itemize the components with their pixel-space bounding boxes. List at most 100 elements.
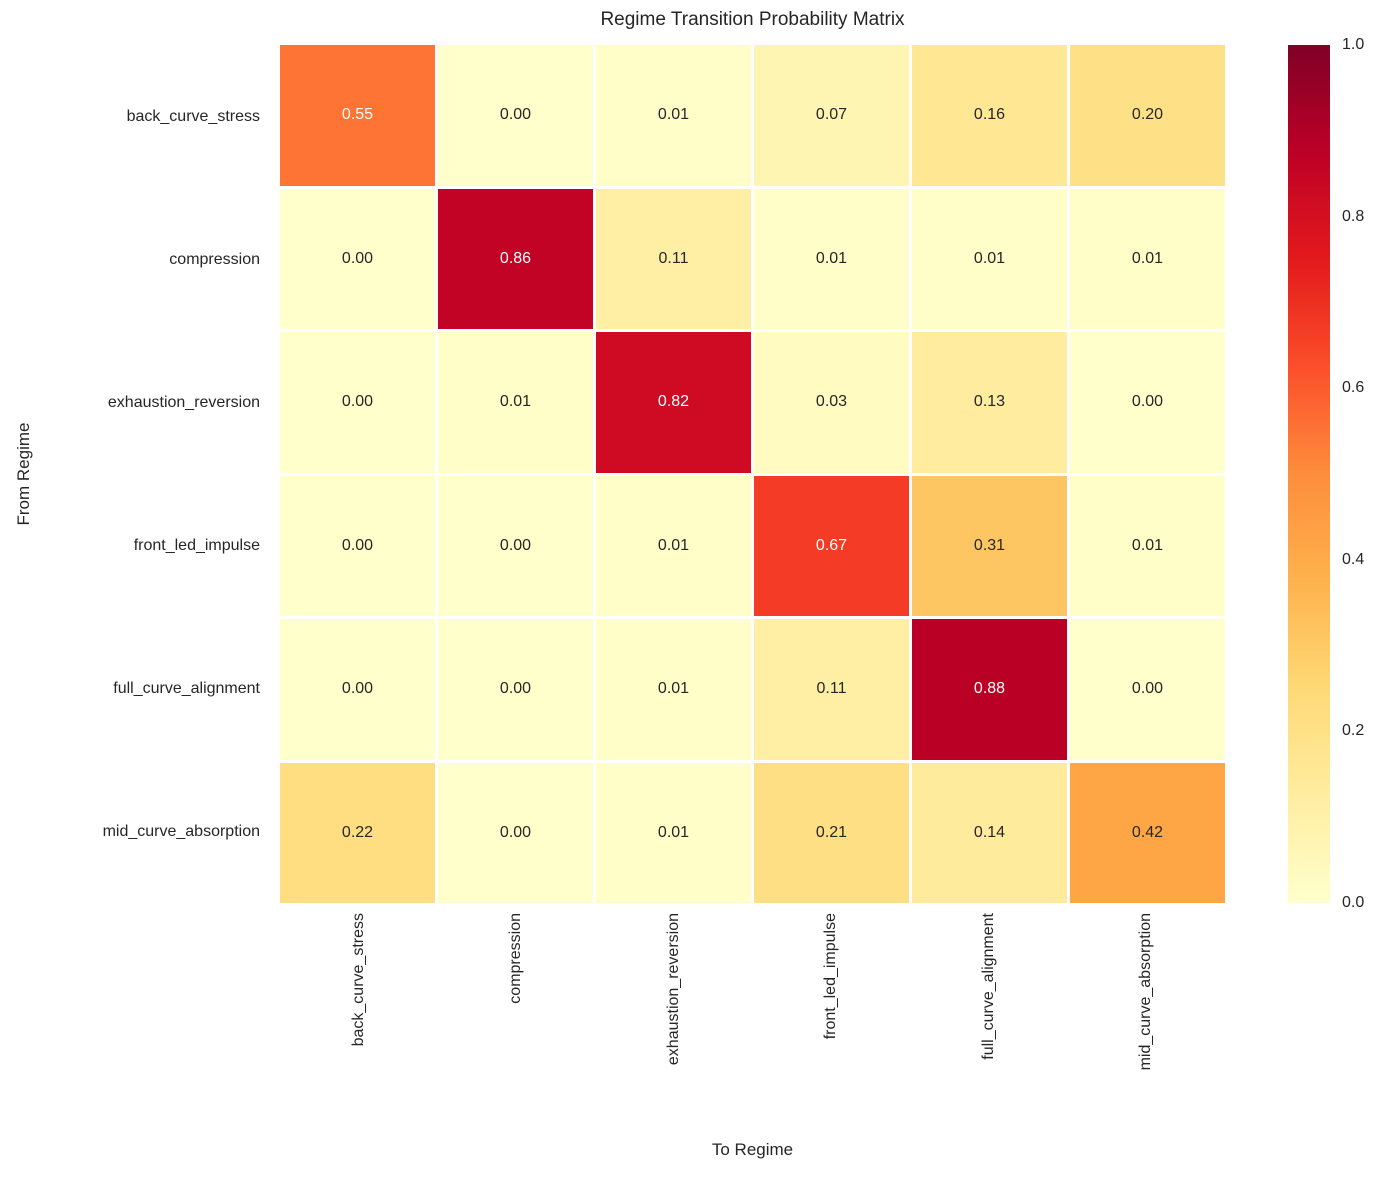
cell-value: 0.00 <box>499 680 532 698</box>
x-tick-label-text: compression <box>507 913 525 1004</box>
heatmap-cell: 0.01 <box>1070 475 1225 616</box>
heatmap-cell: 0.00 <box>280 619 435 760</box>
heatmap-cell: 0.00 <box>280 188 435 329</box>
x-tick-label: compression <box>438 903 596 1138</box>
colorbar-tick-label: 0.2 <box>1342 722 1365 740</box>
heatmap-cell: 0.11 <box>754 619 909 760</box>
y-axis-label: From Regime <box>14 422 33 526</box>
x-tick-label-text: back_curve_stress <box>349 913 367 1047</box>
heatmap-cell: 0.01 <box>1070 188 1225 329</box>
heatmap-cell: 0.00 <box>280 332 435 473</box>
cell-value: 0.82 <box>657 393 690 411</box>
heatmap-cell: 0.00 <box>1070 332 1225 473</box>
y-tick-label: front_led_impulse <box>133 536 260 554</box>
x-tick-label: exhaustion_reversion <box>595 903 753 1138</box>
cell-value: 0.11 <box>658 249 689 267</box>
cell-value: 0.14 <box>973 823 1006 841</box>
heatmap-cell: 0.88 <box>912 619 1067 760</box>
y-tick-label: back_curve_stress <box>126 107 260 125</box>
heatmap-cell: 0.86 <box>438 188 593 329</box>
cell-value: 0.00 <box>341 249 374 267</box>
cell-value: 0.22 <box>341 823 374 841</box>
cell-value: 0.01 <box>815 249 848 267</box>
x-tick-label-text: full_curve_alignment <box>979 913 997 1060</box>
cell-value: 0.01 <box>657 680 690 698</box>
x-tick-label: front_led_impulse <box>753 903 911 1138</box>
cell-value: 0.00 <box>341 536 374 554</box>
heatmap-cell: 0.22 <box>280 762 435 903</box>
heatmap-cell: 0.00 <box>438 475 593 616</box>
heatmap-cell: 0.21 <box>754 762 909 903</box>
cell-value: 0.00 <box>499 536 532 554</box>
y-tick-label: compression <box>169 250 260 268</box>
colorbar-tick-label: 0.4 <box>1342 550 1365 568</box>
heatmap-cell: 0.01 <box>912 188 1067 329</box>
heatmap-cell: 0.13 <box>912 332 1067 473</box>
heatmap-cell: 0.00 <box>1070 619 1225 760</box>
y-tick-labels: back_curve_stress compression exhaustion_r… <box>0 45 270 903</box>
heatmap-cell: 0.01 <box>596 45 751 186</box>
heatmap-cell: 0.67 <box>754 475 909 616</box>
chart-title: Regime Transition Probability Matrix <box>600 9 905 30</box>
heatmap-cell: 0.20 <box>1070 45 1225 186</box>
cell-value: 0.00 <box>341 680 374 698</box>
y-tick-label: full_curve_alignment <box>113 679 260 697</box>
cell-value: 0.01 <box>657 823 690 841</box>
y-tick-label: exhaustion_reversion <box>107 393 260 411</box>
cell-value: 0.01 <box>499 393 532 411</box>
cell-value: 0.42 <box>1131 823 1164 841</box>
cell-value: 0.01 <box>657 106 690 124</box>
heatmap-cell: 0.31 <box>912 475 1067 616</box>
cell-value: 0.20 <box>1131 106 1164 124</box>
heatmap-cell: 0.42 <box>1070 762 1225 903</box>
heatmap-cell: 0.00 <box>438 45 593 186</box>
cell-value: 0.88 <box>973 680 1006 698</box>
cell-value: 0.07 <box>815 106 848 124</box>
heatmap-cell: 0.07 <box>754 45 909 186</box>
cell-value: 0.86 <box>499 249 532 267</box>
cell-value: 0.67 <box>815 536 848 554</box>
x-tick-label-text: exhaustion_reversion <box>664 913 682 1066</box>
colorbar-tick-label: 1.0 <box>1342 36 1365 53</box>
cell-value: 0.01 <box>1131 249 1164 267</box>
x-axis-label: To Regime <box>711 1140 794 1159</box>
x-tick-labels: back_curve_stress compression exhaustion_r… <box>280 903 1225 1138</box>
y-tick-label: mid_curve_absorption <box>102 822 260 840</box>
x-tick-label: full_curve_alignment <box>910 903 1068 1138</box>
x-tick-label: mid_curve_absorption <box>1068 903 1226 1138</box>
heatmap-cell: 0.00 <box>280 475 435 616</box>
colorbar-tick-labels: 1.0 0.8 0.6 0.4 0.2 0.0 <box>1342 36 1384 911</box>
cell-value: 0.00 <box>1131 680 1164 698</box>
cell-value: 0.01 <box>973 249 1006 267</box>
cell-value: 0.00 <box>341 393 374 411</box>
cell-value: 0.01 <box>657 536 690 554</box>
heatmap-cell: 0.01 <box>596 762 751 903</box>
x-tick-label-text: mid_curve_absorption <box>1137 913 1155 1071</box>
colorbar-tick-label: 0.0 <box>1342 894 1365 911</box>
x-tick-label-text: front_led_impulse <box>822 913 840 1040</box>
cell-value: 0.01 <box>1131 536 1164 554</box>
heatmap-cell: 0.14 <box>912 762 1067 903</box>
heatmap-cell: 0.01 <box>596 619 751 760</box>
cell-value: 0.31 <box>973 536 1006 554</box>
colorbar <box>1288 45 1330 903</box>
heatmap-cell: 0.00 <box>438 762 593 903</box>
heatmap-cell: 0.01 <box>596 475 751 616</box>
heatmap-cell: 0.55 <box>280 45 435 186</box>
colorbar-tick-label: 0.8 <box>1342 207 1365 225</box>
cell-value: 0.00 <box>1131 393 1164 411</box>
cell-value: 0.00 <box>499 823 532 841</box>
cell-value: 0.03 <box>815 393 848 411</box>
cell-value: 0.13 <box>973 393 1006 411</box>
heatmap-cell: 0.03 <box>754 332 909 473</box>
cell-value: 0.16 <box>973 106 1006 124</box>
heatmap-cell: 0.00 <box>438 619 593 760</box>
heatmap-cell: 0.82 <box>596 332 751 473</box>
cell-value: 0.55 <box>341 106 374 124</box>
heatmap-cell: 0.11 <box>596 188 751 329</box>
cell-value: 0.21 <box>815 823 848 841</box>
x-tick-label: back_curve_stress <box>280 903 438 1138</box>
heatmap-cell: 0.16 <box>912 45 1067 186</box>
heatmap-grid: 0.55 0.00 0.01 0.07 0.16 0.20 0.00 0.86 0.11 0.01… <box>280 45 1225 903</box>
